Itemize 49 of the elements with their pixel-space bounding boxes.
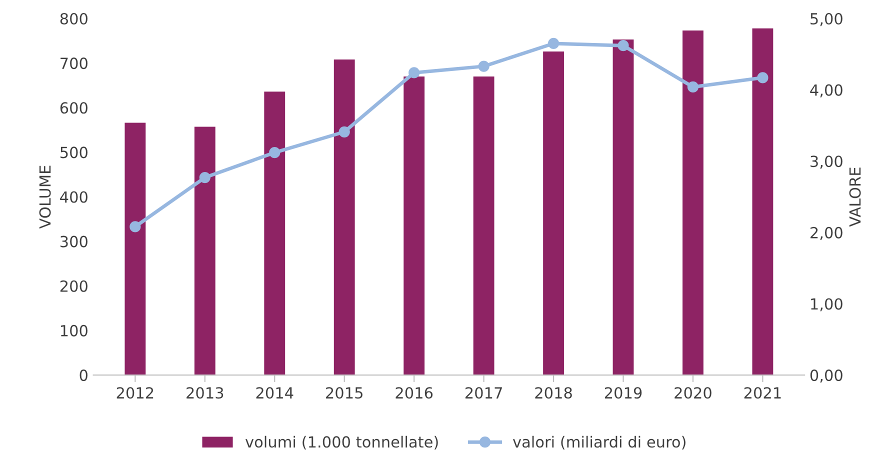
x-tick-label: 2016 <box>396 387 433 399</box>
y2-tick-label: 4,00 <box>810 84 842 98</box>
point <box>618 40 629 52</box>
y-tick-label: 800 <box>60 12 88 25</box>
bar <box>682 30 704 376</box>
legend-label: volumi (1.000 tonnellate) <box>245 436 438 450</box>
point <box>408 67 420 78</box>
point <box>338 126 350 138</box>
y2-axis-title: VALORE <box>849 168 861 227</box>
y2-tick-label: 1,00 <box>811 298 842 312</box>
point <box>687 81 699 93</box>
y-tick-label: 600 <box>60 102 88 114</box>
point <box>757 72 768 84</box>
x-tick-label: 2013 <box>186 387 224 399</box>
x-tick-label: 2021 <box>744 387 781 399</box>
x-tick-label: 2015 <box>326 387 362 399</box>
y-tick-label: 300 <box>60 236 88 248</box>
y2-tick-label: 2,00 <box>810 226 842 240</box>
bar <box>612 39 634 376</box>
y2-tick-label: 3,00 <box>810 156 842 169</box>
y-tick-label: 700 <box>60 58 88 70</box>
bar <box>264 92 286 376</box>
point <box>199 172 210 184</box>
bar <box>334 60 355 376</box>
y-tick-label: 400 <box>60 191 88 203</box>
point <box>478 60 490 72</box>
y-tick-label: 100 <box>61 324 88 336</box>
y2-tick-label: 0,00 <box>810 369 842 383</box>
bar <box>543 51 564 376</box>
point <box>269 147 280 158</box>
y-axis-title: VOLUME <box>39 166 51 229</box>
x-tick-label: 2019 <box>604 387 642 399</box>
legend-label: valori (miliardi di euro) <box>512 436 686 450</box>
y-tick-label: 500 <box>60 146 88 158</box>
y2-tick-label: 5,00 <box>810 12 842 26</box>
bar <box>404 76 425 376</box>
y-tick-label: 200 <box>60 280 88 292</box>
x-tick-label: 2012 <box>116 387 154 399</box>
point <box>548 38 560 50</box>
y-tick-label: 0 <box>80 369 88 382</box>
x-tick-label: 2020 <box>674 387 712 399</box>
x-tick-label: 2018 <box>535 387 572 399</box>
x-tick-label: 2014 <box>256 387 294 399</box>
bar <box>124 122 146 376</box>
bar <box>752 28 774 376</box>
bar <box>473 76 494 376</box>
x-tick-label: 2017 <box>465 387 502 399</box>
point <box>130 221 141 232</box>
bar <box>194 126 216 376</box>
